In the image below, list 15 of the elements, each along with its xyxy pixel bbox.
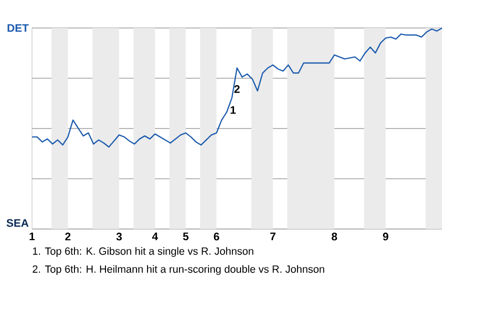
annotation: 1	[230, 106, 236, 114]
x-tick-label: 1	[30, 232, 35, 240]
annotation: 2	[234, 85, 240, 93]
x-tick-label: 9	[382, 232, 388, 240]
x-tick-label: 8	[332, 232, 338, 240]
text: 2. Top 6th: H. Heilmann hit a run-scoring double vs R. Johnson	[32, 265, 324, 275]
x-tick-label: 7	[270, 232, 276, 240]
text: DET	[8, 24, 29, 32]
text: 1. Top 6th: K. Gibson hit a single vs R. Johnson	[33, 247, 254, 257]
x-tick-label: 5	[183, 232, 188, 240]
text: SEA	[6, 219, 29, 227]
x-tick-label: 6	[214, 232, 220, 240]
x-tick-label: 3	[116, 232, 122, 240]
x-tick-label: 2	[65, 232, 70, 240]
x-tick-label: 4	[152, 232, 158, 240]
